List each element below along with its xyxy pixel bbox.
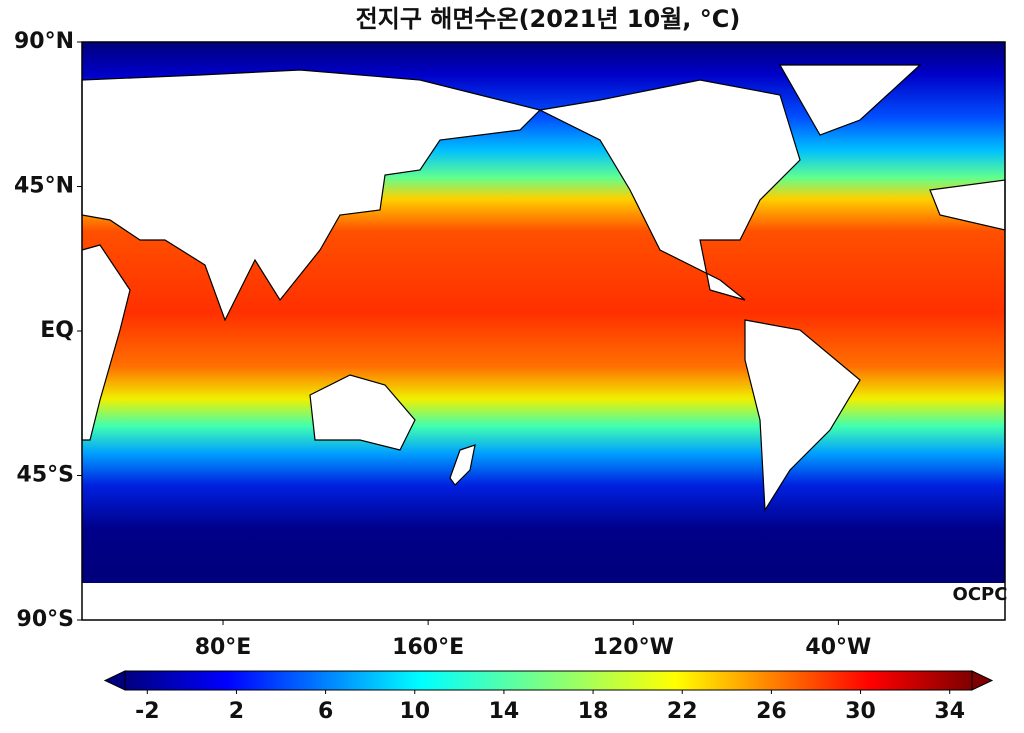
lon-tick-label: 120°W — [593, 635, 674, 660]
map-title: 전지구 해면수온(2021년 10월, °C) — [356, 5, 741, 33]
lat-tick-label: 45°S — [17, 463, 74, 488]
colorbar-tick-label: 14 — [489, 699, 520, 724]
lat-tick-label: 45°N — [14, 174, 74, 199]
colorbar-tick-label: 6 — [318, 699, 333, 724]
colorbar-tick-label: 10 — [399, 699, 430, 724]
lat-tick-label: 90°N — [14, 29, 74, 54]
south-america — [744, 319, 861, 512]
colorbar-tick-label: 2 — [229, 699, 244, 724]
colorbar-tick-label: 26 — [756, 699, 787, 724]
lon-tick-label: 160°E — [392, 635, 464, 660]
credit: OCPC — [953, 584, 1008, 605]
lon-tick-label: 80°E — [195, 635, 252, 660]
lat-tick-label: 90°S — [17, 607, 74, 632]
map-area: OCPC — [81, 41, 1008, 621]
lat-tick-label: EQ — [40, 318, 74, 343]
new-zealand — [449, 444, 476, 486]
africa — [81, 244, 131, 441]
greenland — [778, 64, 922, 136]
north-america — [538, 79, 801, 301]
australia — [309, 374, 416, 451]
colorbar-body — [124, 670, 973, 691]
colorbar-extend-high — [971, 670, 994, 691]
colorbar-tick-label: 34 — [934, 699, 965, 724]
colorbar-tick-label: 18 — [578, 699, 609, 724]
colorbar-tick-label: 22 — [667, 699, 698, 724]
colorbar-tick-label: 30 — [845, 699, 876, 724]
antarctica — [82, 583, 1005, 620]
colorbar-extend-low — [103, 670, 126, 691]
eurasia — [81, 69, 542, 322]
lon-tick-label: 40°W — [805, 635, 871, 660]
colorbar-tick-label: -2 — [135, 699, 159, 724]
